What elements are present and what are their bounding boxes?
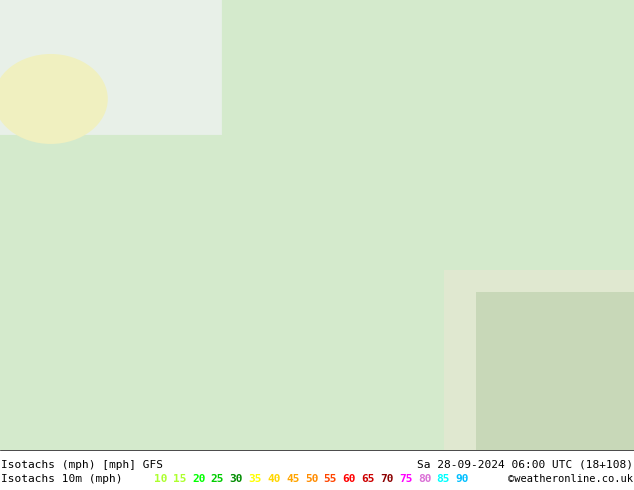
Text: 85: 85	[437, 474, 450, 484]
Text: 20: 20	[192, 474, 205, 484]
Ellipse shape	[0, 54, 108, 144]
Text: 45: 45	[286, 474, 299, 484]
Text: 90: 90	[456, 474, 469, 484]
Text: 25: 25	[210, 474, 224, 484]
Bar	[444, 270, 634, 450]
Text: 40: 40	[268, 474, 281, 484]
Text: Isotachs (mph) [mph] GFS: Isotachs (mph) [mph] GFS	[1, 460, 164, 470]
Text: Sa 28-09-2024 06:00 UTC (18+108): Sa 28-09-2024 06:00 UTC (18+108)	[417, 460, 633, 470]
Text: 70: 70	[380, 474, 394, 484]
Text: 10: 10	[154, 474, 168, 484]
Text: 60: 60	[342, 474, 356, 484]
Text: 30: 30	[230, 474, 243, 484]
Text: 35: 35	[249, 474, 262, 484]
FancyBboxPatch shape	[0, 0, 222, 135]
Text: 80: 80	[418, 474, 431, 484]
Text: 15: 15	[173, 474, 186, 484]
Text: 55: 55	[324, 474, 337, 484]
Bar	[476, 293, 634, 450]
Text: 65: 65	[361, 474, 375, 484]
Text: ©weatheronline.co.uk: ©weatheronline.co.uk	[508, 474, 633, 484]
Text: 75: 75	[399, 474, 413, 484]
Text: 50: 50	[305, 474, 318, 484]
Text: Isotachs 10m (mph): Isotachs 10m (mph)	[1, 474, 123, 484]
